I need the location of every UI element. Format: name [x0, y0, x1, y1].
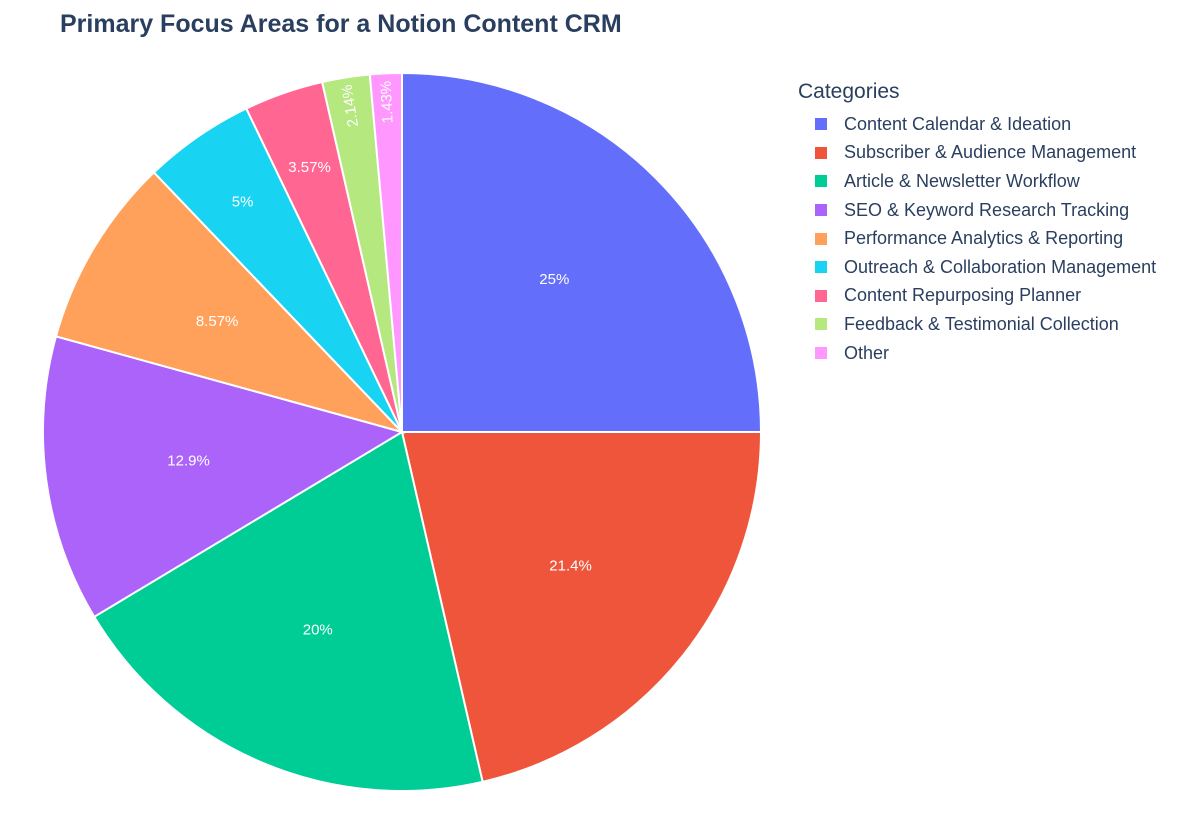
legend-title: Categories — [798, 80, 900, 103]
pie-slice-article-and-newsletter-workflow[interactable] — [92, 430, 484, 792]
legend-label: Performance Analytics & Reporting — [844, 228, 1124, 249]
legend-item-performance-analytics-and-reporting[interactable]: Performance Analytics & Reporting — [798, 224, 1188, 253]
legend-swatch — [815, 261, 827, 274]
legend-item-content-repurposing-planner[interactable]: Content Repurposing Planner — [798, 282, 1188, 311]
legend-swatch — [815, 204, 827, 217]
legend-swatch — [815, 232, 827, 245]
legend-swatch — [815, 175, 827, 188]
legend-label: Other — [844, 342, 890, 363]
pie-slices — [42, 71, 763, 792]
legend-label: Article & Newsletter Workflow — [844, 170, 1080, 191]
pie-slice-seo-and-keyword-research-tracking[interactable] — [42, 335, 405, 619]
legend-label: Outreach & Collaboration Management — [844, 256, 1157, 277]
legend-item-article-and-newsletter-workflow[interactable]: Article & Newsletter Workflow — [798, 167, 1188, 196]
chart-title: Primary Focus Areas for a Notion Content… — [60, 10, 622, 38]
legend-label: Feedback & Testimonial Collection — [844, 313, 1119, 334]
legend-label: Content Repurposing Planner — [844, 285, 1082, 306]
legend-item-other[interactable]: Other — [798, 339, 1188, 368]
legend-label: Content Calendar & Ideation — [844, 113, 1072, 134]
pie-slice-content-calendar-and-ideation[interactable] — [401, 71, 763, 434]
pie-slice-label-feedback-and-testimonial-collection: 2.14% — [339, 83, 362, 128]
legend-label: Subscriber & Audience Management — [844, 142, 1137, 163]
legend-item-content-calendar-and-ideation[interactable]: Content Calendar & Ideation — [798, 110, 1188, 139]
legend-swatch — [815, 146, 827, 159]
legend-item-outreach-and-collaboration-management[interactable]: Outreach & Collaboration Management — [798, 253, 1188, 282]
legend-swatch — [815, 347, 827, 360]
pie-slice-other[interactable] — [368, 71, 403, 433]
pie-slice-subscriber-and-audience-management[interactable] — [400, 430, 763, 784]
pie-slice-label-outreach-and-collaboration-management: 5% — [232, 193, 254, 210]
pie-slice-label-content-calendar-and-ideation: 25% — [539, 271, 569, 288]
pie-chart: 25% 21.4% 20% 12.9% 8.57% 5% 3.57% 2.14% 1.43% — [42, 71, 763, 792]
pie-slice-label-seo-and-keyword-research-tracking: 12.9% — [167, 453, 210, 470]
legend-swatch — [815, 289, 827, 302]
pie-slice-label-content-repurposing-planner: 3.57% — [288, 159, 331, 176]
legend-item-subscriber-and-audience-management[interactable]: Subscriber & Audience Management — [798, 139, 1188, 168]
legend-label: SEO & Keyword Research Tracking — [844, 199, 1130, 220]
legend-item-seo-and-keyword-research-tracking[interactable]: SEO & Keyword Research Tracking — [798, 196, 1188, 225]
legend-items: Content Calendar & Ideation Subscriber & … — [798, 110, 1188, 367]
pie-slice-label-subscriber-and-audience-management: 21.4% — [549, 558, 592, 575]
pie-slice-labels: 25% 21.4% 20% 12.9% 8.57% 5% 3.57% 2.14% 1.43% — [167, 80, 592, 638]
pie-slice-label-article-and-newsletter-workflow: 20% — [303, 622, 333, 639]
legend-swatch — [815, 118, 827, 131]
legend-swatch — [815, 318, 827, 331]
pie-slice-performance-analytics-and-reporting[interactable] — [54, 171, 406, 434]
legend-item-feedback-and-testimonial-collection[interactable]: Feedback & Testimonial Collection — [798, 310, 1188, 339]
pie-slice-label-other: 1.43% — [378, 80, 397, 123]
pie-slice-label-performance-analytics-and-reporting: 8.57% — [196, 313, 239, 330]
legend: Categories Content Calendar & Ideation Su… — [798, 80, 1188, 367]
